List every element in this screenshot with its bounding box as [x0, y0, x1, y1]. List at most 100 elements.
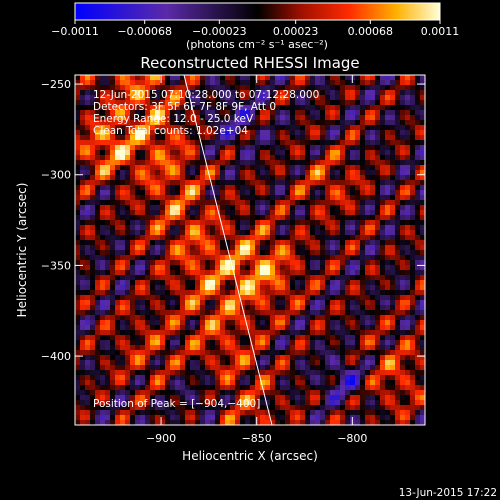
heatmap-cell	[135, 100, 141, 106]
heatmap-cell	[160, 305, 166, 311]
heatmap-cell	[75, 165, 81, 171]
heatmap-cell	[170, 170, 176, 176]
heatmap-cell	[415, 195, 421, 201]
heatmap-cell	[80, 210, 86, 216]
heatmap-cell	[335, 315, 341, 321]
heatmap-cell	[170, 245, 176, 251]
heatmap-cell	[285, 115, 291, 121]
heatmap-cell	[145, 145, 151, 151]
heatmap-cell	[275, 80, 281, 86]
heatmap-cell	[295, 225, 301, 231]
heatmap-cell	[420, 230, 425, 236]
heatmap-cell	[150, 150, 156, 156]
heatmap-cell	[185, 145, 191, 151]
heatmap-cell	[395, 280, 401, 286]
heatmap-cell	[310, 175, 316, 181]
heatmap-cell	[265, 365, 271, 371]
heatmap-cell	[285, 275, 291, 281]
heatmap-cell	[370, 305, 376, 311]
heatmap-cell	[140, 140, 146, 146]
heatmap-cell	[130, 280, 136, 286]
heatmap-cell	[415, 235, 421, 241]
heatmap-cell	[125, 300, 131, 306]
heatmap-cell	[390, 90, 396, 96]
heatmap-cell	[90, 325, 96, 331]
heatmap-cell	[390, 215, 396, 221]
heatmap-cell	[420, 415, 425, 421]
heatmap-cell	[120, 105, 126, 111]
heatmap-cell	[260, 95, 266, 101]
heatmap-cell	[95, 100, 101, 106]
heatmap-cell	[420, 175, 425, 181]
heatmap-cell	[340, 415, 346, 421]
heatmap-cell	[230, 365, 236, 371]
heatmap-cell	[180, 410, 186, 416]
heatmap-cell	[395, 195, 401, 201]
heatmap-cell	[110, 290, 116, 296]
heatmap-cell	[260, 285, 266, 291]
heatmap-cell	[85, 260, 91, 266]
heatmap-cell	[320, 240, 326, 246]
heatmap-cell	[155, 140, 161, 146]
heatmap-cell	[185, 110, 191, 116]
heatmap-cell	[80, 165, 86, 171]
heatmap-cell	[415, 180, 421, 186]
heatmap-cell	[320, 420, 326, 425]
heatmap-cell	[80, 330, 86, 336]
heatmap-cell	[240, 395, 246, 401]
heatmap-cell	[235, 255, 241, 261]
heatmap-cell	[370, 75, 376, 81]
heatmap-cell	[320, 160, 326, 166]
heatmap-cell	[235, 95, 241, 101]
heatmap-cell	[320, 245, 326, 251]
heatmap-cell	[350, 355, 356, 361]
heatmap-cell	[240, 325, 246, 331]
heatmap-cell	[235, 155, 241, 161]
heatmap-cell	[95, 410, 101, 416]
heatmap-cell	[95, 225, 101, 231]
heatmap-cell	[210, 300, 216, 306]
heatmap-cell	[105, 205, 111, 211]
heatmap-cell	[90, 385, 96, 391]
heatmap-cell	[325, 365, 331, 371]
heatmap-cell	[365, 305, 371, 311]
heatmap-cell	[240, 370, 246, 376]
heatmap-cell	[265, 275, 271, 281]
heatmap-cell	[175, 130, 181, 136]
heatmap-cell	[85, 120, 91, 126]
heatmap-cell	[325, 245, 331, 251]
heatmap-cell	[280, 320, 286, 326]
heatmap-cell	[100, 415, 106, 421]
heatmap-cell	[165, 220, 171, 226]
heatmap-cell	[150, 190, 156, 196]
heatmap-cell	[190, 390, 196, 396]
heatmap-cell	[170, 310, 176, 316]
heatmap-cell	[200, 340, 206, 346]
heatmap-cell	[420, 360, 425, 366]
heatmap-cell	[300, 375, 306, 381]
heatmap-cell	[305, 405, 311, 411]
heatmap-cell	[210, 335, 216, 341]
heatmap-cell	[85, 340, 91, 346]
heatmap-cell	[260, 150, 266, 156]
heatmap-cell	[130, 390, 136, 396]
heatmap-cell	[325, 325, 331, 331]
heatmap-cell	[335, 115, 341, 121]
heatmap-cell	[75, 95, 81, 101]
heatmap-cell	[95, 275, 101, 281]
heatmap-cell	[160, 320, 166, 326]
heatmap-cell	[375, 145, 381, 151]
heatmap-cell	[335, 300, 341, 306]
heatmap-cell	[215, 160, 221, 166]
heatmap-cell	[230, 240, 236, 246]
heatmap-cell	[80, 120, 86, 126]
heatmap-cell	[110, 380, 116, 386]
heatmap-cell	[265, 270, 271, 276]
heatmap-cell	[195, 365, 201, 371]
heatmap-cell	[190, 415, 196, 421]
heatmap-cell	[385, 340, 391, 346]
heatmap-cell	[145, 115, 151, 121]
heatmap-cell	[405, 185, 411, 191]
heatmap-cell	[175, 415, 181, 421]
heatmap-cell	[315, 165, 321, 171]
